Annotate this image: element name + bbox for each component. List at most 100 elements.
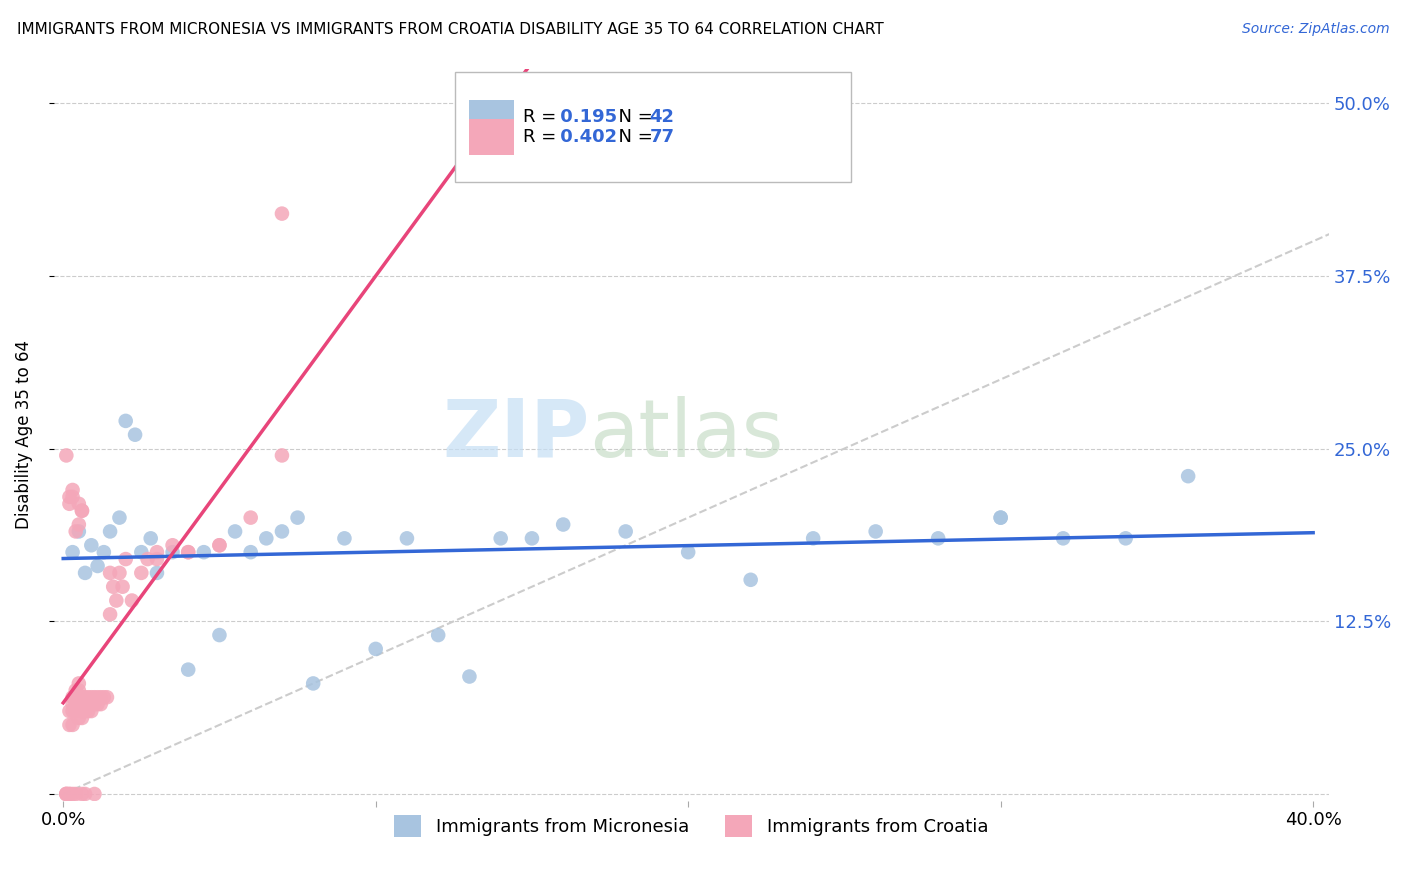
Point <box>70 711 93 725</box>
Point <box>98 566 121 580</box>
Point <box>990 510 1012 524</box>
Point <box>65 524 87 539</box>
Point <box>77 704 100 718</box>
Point <box>177 545 200 559</box>
Point <box>75 690 97 705</box>
Y-axis label: Disability Age 35 to 64: Disability Age 35 to 64 <box>15 340 32 529</box>
Text: 77: 77 <box>650 128 675 146</box>
Point <box>1052 532 1074 546</box>
Point <box>80 690 103 705</box>
Point <box>67 497 90 511</box>
Point <box>62 483 84 497</box>
Point <box>105 593 128 607</box>
Point <box>70 504 93 518</box>
Point <box>86 559 108 574</box>
Point <box>131 566 153 580</box>
Text: Source: ZipAtlas.com: Source: ZipAtlas.com <box>1241 22 1389 37</box>
Point <box>75 566 97 580</box>
Point <box>676 545 699 559</box>
Point <box>990 510 1012 524</box>
Point <box>162 538 184 552</box>
Point <box>62 545 84 559</box>
Point <box>65 697 87 711</box>
Point <box>70 704 93 718</box>
Point <box>67 676 90 690</box>
Point <box>75 787 97 801</box>
Point <box>80 538 103 552</box>
Point <box>458 669 481 683</box>
Point <box>90 697 112 711</box>
Point <box>427 628 450 642</box>
Point <box>271 524 294 539</box>
Point <box>146 545 169 559</box>
Point <box>239 545 262 559</box>
Point <box>58 787 80 801</box>
Point <box>740 573 762 587</box>
Point <box>146 552 169 566</box>
Point <box>62 490 84 504</box>
Point <box>333 532 356 546</box>
Point <box>67 711 90 725</box>
Point <box>271 206 294 220</box>
Point <box>271 449 294 463</box>
Point <box>77 697 100 711</box>
Point <box>58 490 80 504</box>
Point <box>287 510 309 524</box>
Point <box>67 524 90 539</box>
Point <box>131 545 153 559</box>
Point <box>65 704 87 718</box>
Point <box>111 580 134 594</box>
Point <box>520 532 543 546</box>
Text: N =: N = <box>607 108 659 127</box>
Text: R =: R = <box>523 128 562 146</box>
Point <box>364 641 387 656</box>
Point <box>208 538 231 552</box>
Point <box>162 545 184 559</box>
Text: 42: 42 <box>650 108 675 127</box>
Point <box>136 552 159 566</box>
Point <box>86 697 108 711</box>
Point <box>67 517 90 532</box>
Text: IMMIGRANTS FROM MICRONESIA VS IMMIGRANTS FROM CROATIA DISABILITY AGE 35 TO 64 CO: IMMIGRANTS FROM MICRONESIA VS IMMIGRANTS… <box>17 22 883 37</box>
Point <box>121 593 143 607</box>
Point <box>103 580 125 594</box>
Point <box>65 683 87 698</box>
Point <box>114 414 136 428</box>
Point <box>108 510 131 524</box>
Point <box>58 497 80 511</box>
Point <box>489 532 512 546</box>
Point <box>90 690 112 705</box>
Point <box>208 538 231 552</box>
Point <box>1115 532 1137 546</box>
Point <box>67 683 90 698</box>
Text: ZIP: ZIP <box>441 396 589 474</box>
Point <box>224 524 246 539</box>
Point <box>62 787 84 801</box>
Point <box>865 524 887 539</box>
Text: 0.195: 0.195 <box>554 108 617 127</box>
Point <box>193 545 215 559</box>
Point <box>62 690 84 705</box>
Point <box>70 690 93 705</box>
Point <box>302 676 325 690</box>
Point <box>108 566 131 580</box>
Point <box>83 787 105 801</box>
Point <box>801 532 824 546</box>
Point <box>1177 469 1199 483</box>
Point <box>67 690 90 705</box>
Point <box>55 787 77 801</box>
Point <box>614 524 637 539</box>
Point <box>239 510 262 524</box>
Point <box>208 628 231 642</box>
Point <box>254 532 277 546</box>
Point <box>927 532 949 546</box>
Point <box>77 690 100 705</box>
Point <box>67 704 90 718</box>
Point <box>70 697 93 711</box>
Point <box>80 697 103 711</box>
Point <box>83 697 105 711</box>
Text: 0.402: 0.402 <box>554 128 617 146</box>
Point <box>75 704 97 718</box>
Point <box>139 532 162 546</box>
Point <box>146 566 169 580</box>
